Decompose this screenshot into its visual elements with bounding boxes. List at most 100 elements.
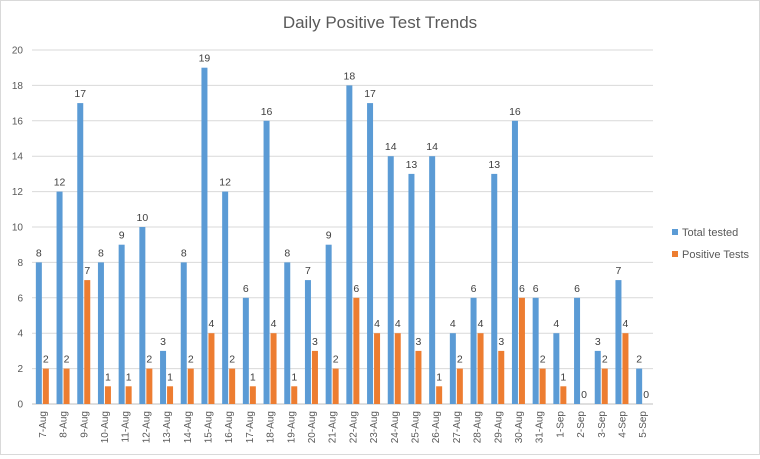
data-label: 16 [509, 106, 521, 118]
bar [270, 333, 277, 404]
data-label: 12 [219, 177, 231, 189]
data-label: 6 [243, 283, 249, 295]
data-label: 3 [160, 336, 166, 348]
y-tick-label: 14 [12, 152, 24, 163]
x-tick-label: 3-Sep [597, 411, 608, 438]
bar [180, 262, 187, 404]
bar [408, 173, 415, 404]
data-label: 2 [146, 354, 152, 366]
bar [511, 120, 518, 405]
legend-swatch [672, 229, 678, 235]
x-tick-label: 11-Aug [121, 411, 132, 443]
x-tick-label: 31-Aug [535, 411, 546, 443]
x-tick-label: 19-Aug [286, 411, 297, 443]
data-label: 1 [250, 371, 256, 383]
legend: Total tested Positive Tests [672, 227, 750, 261]
data-label: 2 [333, 354, 339, 366]
x-tick-label: 5-Sep [638, 411, 649, 438]
bar [374, 333, 381, 404]
bar [35, 262, 42, 404]
bar [167, 386, 174, 404]
data-label: 4 [553, 318, 559, 330]
x-axis: 7-Aug 8-Aug 9-Aug 10-Aug 11-Aug 12-Aug 13-Aug 1… [38, 411, 649, 444]
x-tick-label: 18-Aug [266, 411, 277, 443]
y-tick-label: 2 [17, 364, 23, 375]
x-tick-label: 13-Aug [162, 411, 173, 443]
data-label: 1 [291, 371, 297, 383]
bar [332, 368, 339, 404]
data-label: 8 [181, 247, 187, 259]
data-label: 8 [98, 247, 104, 259]
bar [263, 120, 270, 405]
data-label: 16 [261, 106, 273, 118]
data-label: 8 [284, 247, 290, 259]
bar [146, 368, 153, 404]
bar [284, 262, 291, 404]
bar [139, 227, 146, 404]
x-tick-label: 29-Aug [493, 411, 504, 443]
gridlines [32, 49, 653, 405]
data-labels: 8121789103819126168791817141314461316646… [36, 53, 649, 401]
bars [35, 67, 643, 405]
y-tick-label: 4 [17, 329, 23, 340]
y-tick-label: 10 [12, 223, 24, 234]
data-label: 3 [312, 336, 318, 348]
data-label: 9 [119, 230, 125, 242]
data-label: 2 [602, 354, 608, 366]
data-label: 1 [167, 371, 173, 383]
bar [118, 244, 125, 404]
y-tick-label: 8 [17, 258, 23, 269]
data-label: 4 [478, 318, 484, 330]
bar [63, 368, 70, 404]
x-tick-label: 12-Aug [141, 411, 152, 443]
bar [291, 386, 298, 404]
data-label: 4 [374, 318, 380, 330]
bar [208, 333, 215, 404]
bar [539, 368, 546, 404]
bar [622, 333, 629, 404]
data-label: 4 [450, 318, 456, 330]
bar [456, 368, 463, 404]
bar [491, 173, 498, 404]
data-label: 2 [188, 354, 194, 366]
y-tick-label: 20 [12, 46, 24, 57]
bar [449, 333, 456, 404]
bar [498, 350, 505, 404]
bar [553, 333, 560, 404]
legend-swatch [672, 251, 678, 257]
bar [477, 333, 484, 404]
y-axis: 0 2 4 6 8 10 12 14 16 18 20 [12, 46, 24, 411]
data-label: 18 [344, 70, 356, 82]
legend-label: Positive Tests [682, 249, 750, 261]
y-tick-label: 6 [17, 293, 23, 304]
data-label: 0 [581, 389, 587, 401]
bar [615, 280, 622, 404]
data-label: 3 [498, 336, 504, 348]
x-tick-label: 22-Aug [348, 411, 359, 443]
bar [104, 386, 111, 404]
bar [601, 368, 608, 404]
x-tick-label: 16-Aug [224, 411, 235, 443]
data-label: 2 [540, 354, 546, 366]
data-label: 1 [105, 371, 111, 383]
x-tick-label: 14-Aug [183, 411, 194, 443]
data-label: 12 [54, 177, 66, 189]
data-label: 6 [471, 283, 477, 295]
data-label: 17 [364, 88, 376, 100]
bar [325, 244, 332, 404]
bar [304, 280, 311, 404]
chart-title: Daily Positive Test Trends [283, 13, 477, 32]
bar [229, 368, 236, 404]
x-tick-label: 4-Sep [617, 411, 628, 438]
x-tick-label: 9-Aug [79, 411, 90, 438]
data-label: 14 [426, 141, 438, 153]
data-label: 13 [488, 159, 500, 171]
data-label: 2 [636, 354, 642, 366]
bar [311, 350, 318, 404]
x-tick-label: 17-Aug [245, 411, 256, 443]
bar [187, 368, 194, 404]
bar [429, 156, 436, 404]
x-tick-label: 30-Aug [514, 411, 525, 443]
